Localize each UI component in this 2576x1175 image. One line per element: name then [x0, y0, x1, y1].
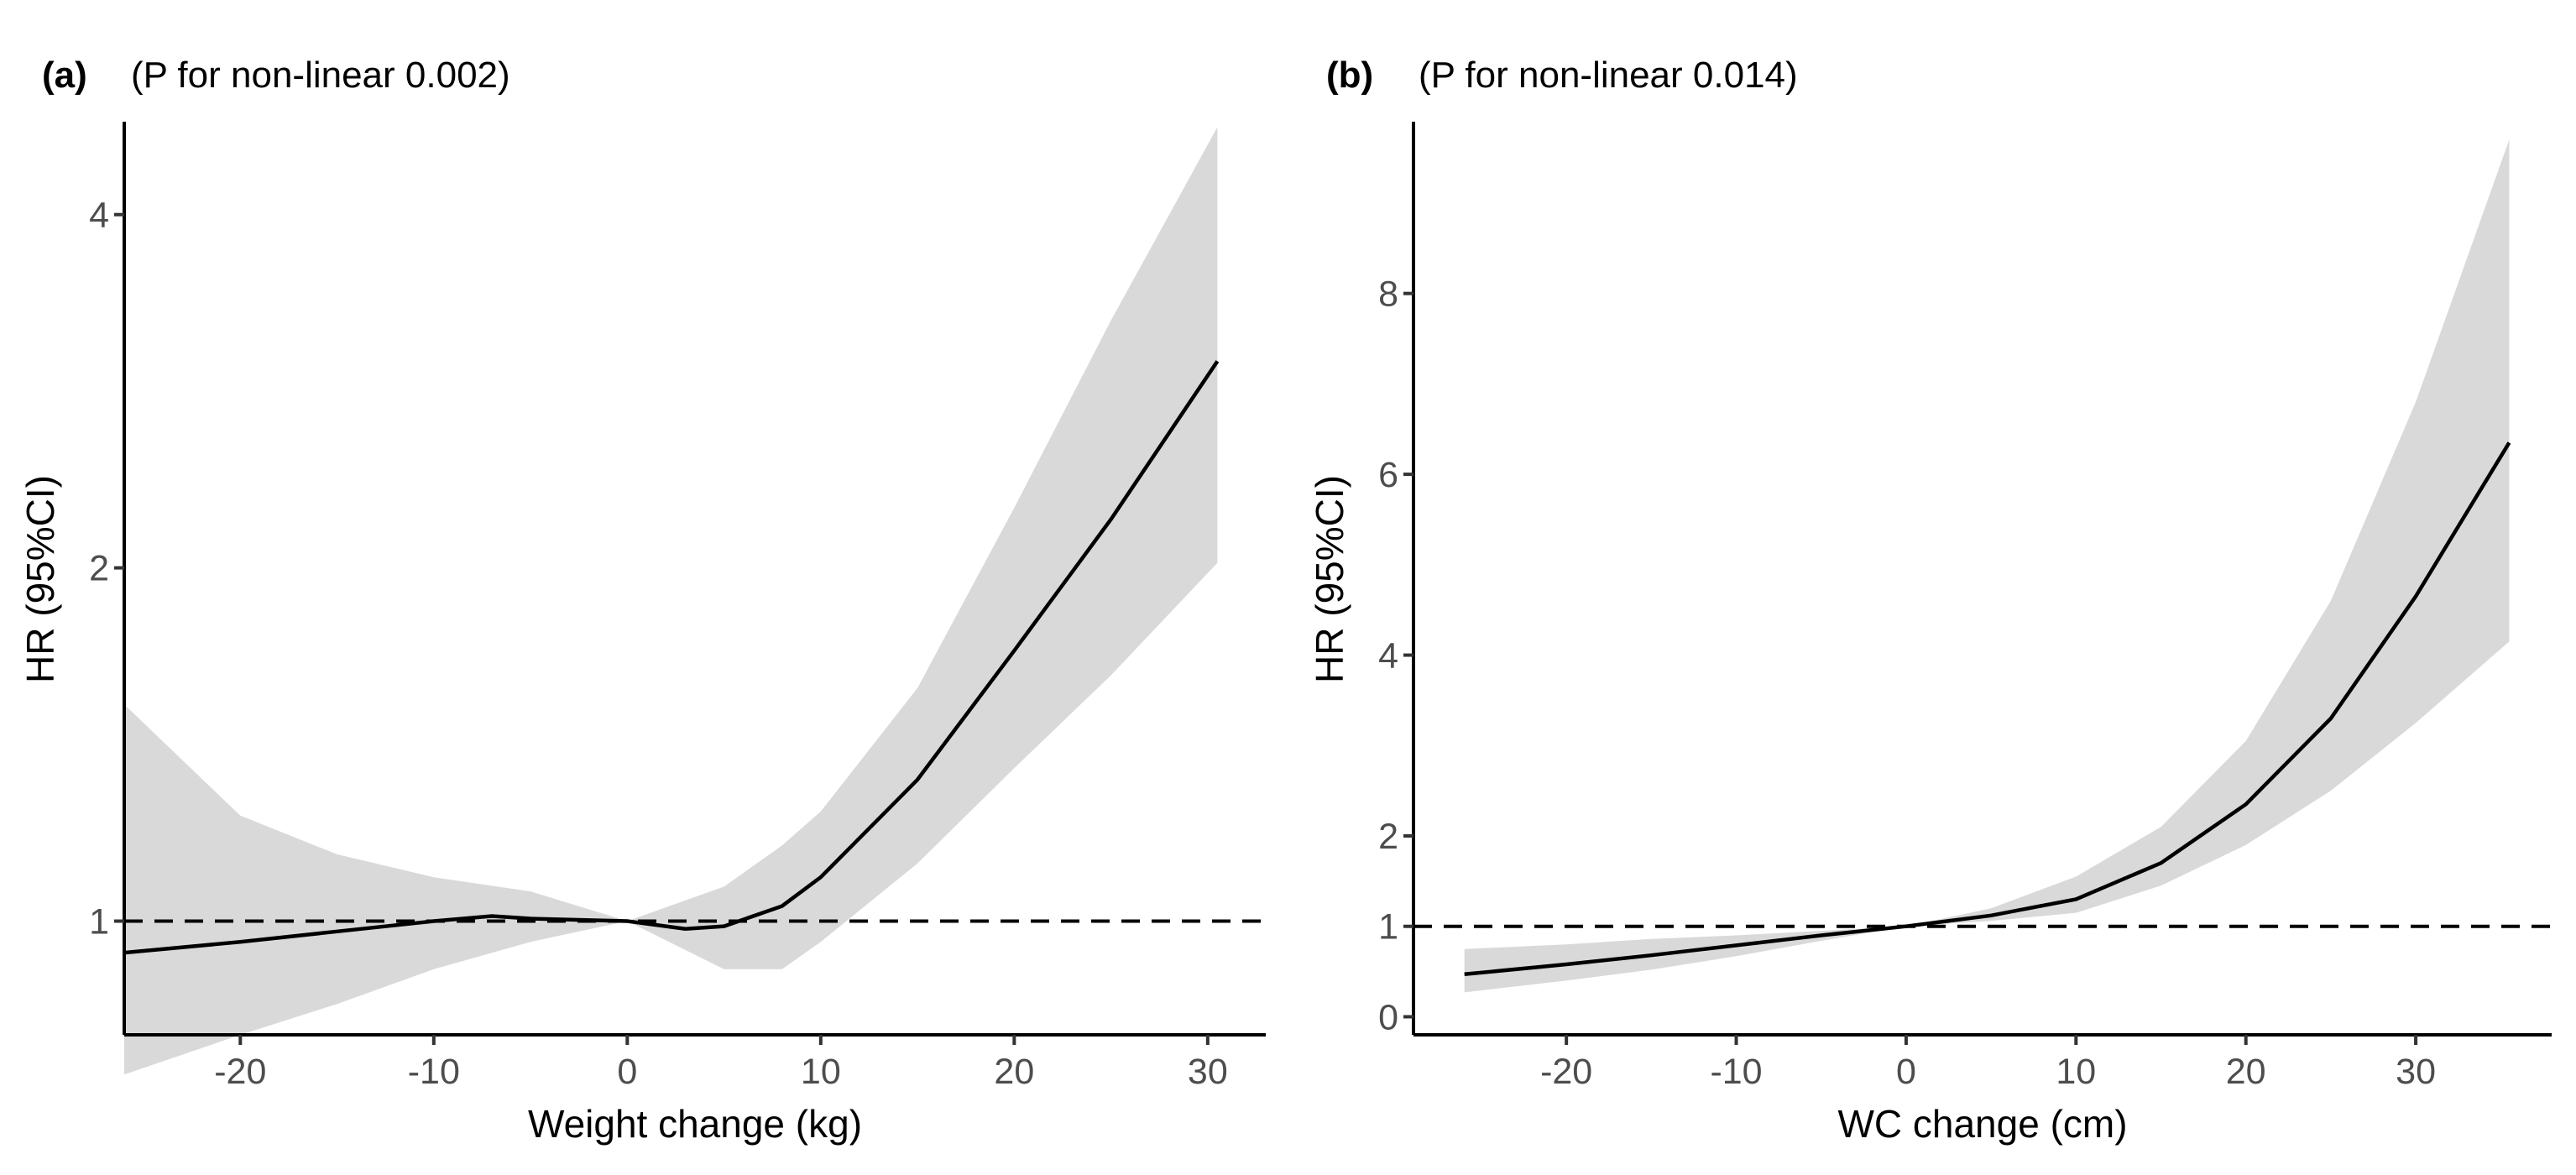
panel-b-y-tick-label: 1 — [1378, 907, 1398, 948]
panel-b-annotation: (P for non-linear 0.014) — [1419, 55, 1798, 96]
panel-b-ci-band — [1464, 139, 2510, 993]
panel-a-x-tick-label: -20 — [214, 1052, 266, 1092]
panel-b-x-tick-label: 0 — [1896, 1052, 1916, 1092]
panel-a-x-tick-label: 10 — [801, 1052, 841, 1092]
panel-a-y-tick-label: 2 — [89, 549, 109, 589]
panel-a-x-tick-label: 30 — [1188, 1052, 1228, 1092]
panel-a-ci-band — [124, 127, 1218, 1075]
panel-b-label: (b) — [1326, 55, 1373, 96]
panel-a-x-tick-label: 0 — [617, 1052, 637, 1092]
panel-b-y-tick-label: 0 — [1378, 997, 1398, 1037]
panel-a-label: (a) — [42, 55, 87, 96]
panel-a: (a) (P for non-linear 0.002) 1 2 4 -20 -10 0… — [18, 55, 1266, 1146]
panel-b-x-tick-label: 20 — [2226, 1052, 2266, 1092]
panel-a-x-axis-label: Weight change (kg) — [528, 1102, 862, 1146]
panel-b-x-tick-label: 30 — [2396, 1052, 2436, 1092]
panel-b-y-tick-label: 8 — [1378, 274, 1398, 315]
panel-b-y-tick-label: 2 — [1378, 817, 1398, 857]
panel-b: (b) (P for non-linear 0.014) 0 1 2 4 6 8 -20 -… — [1308, 55, 2552, 1146]
panel-b-hr-curve — [1464, 441, 2511, 977]
panel-a-annotation: (P for non-linear 0.002) — [131, 55, 510, 96]
panel-b-y-tick-label: 4 — [1378, 636, 1398, 676]
panel-b-x-axis-label: WC change (cm) — [1837, 1102, 2127, 1146]
panel-a-y-tick-label: 4 — [89, 196, 109, 236]
panel-a-x-tick-label: 20 — [994, 1052, 1034, 1092]
panel-b-x-tick-label: -20 — [1540, 1052, 1592, 1092]
panel-b-x-tick-label: -10 — [1710, 1052, 1762, 1092]
panel-b-y-tick-label: 6 — [1378, 455, 1398, 495]
panel-a-hr-curve — [123, 360, 1220, 955]
panel-a-x-tick-label: -10 — [408, 1052, 460, 1092]
panel-b-x-tick-label: 10 — [2056, 1052, 2096, 1092]
panel-a-y-tick-label: 1 — [89, 902, 109, 943]
panel-b-y-axis-label: HR (95%CI) — [1308, 475, 1351, 683]
panel-a-y-axis-label: HR (95%CI) — [18, 475, 62, 683]
